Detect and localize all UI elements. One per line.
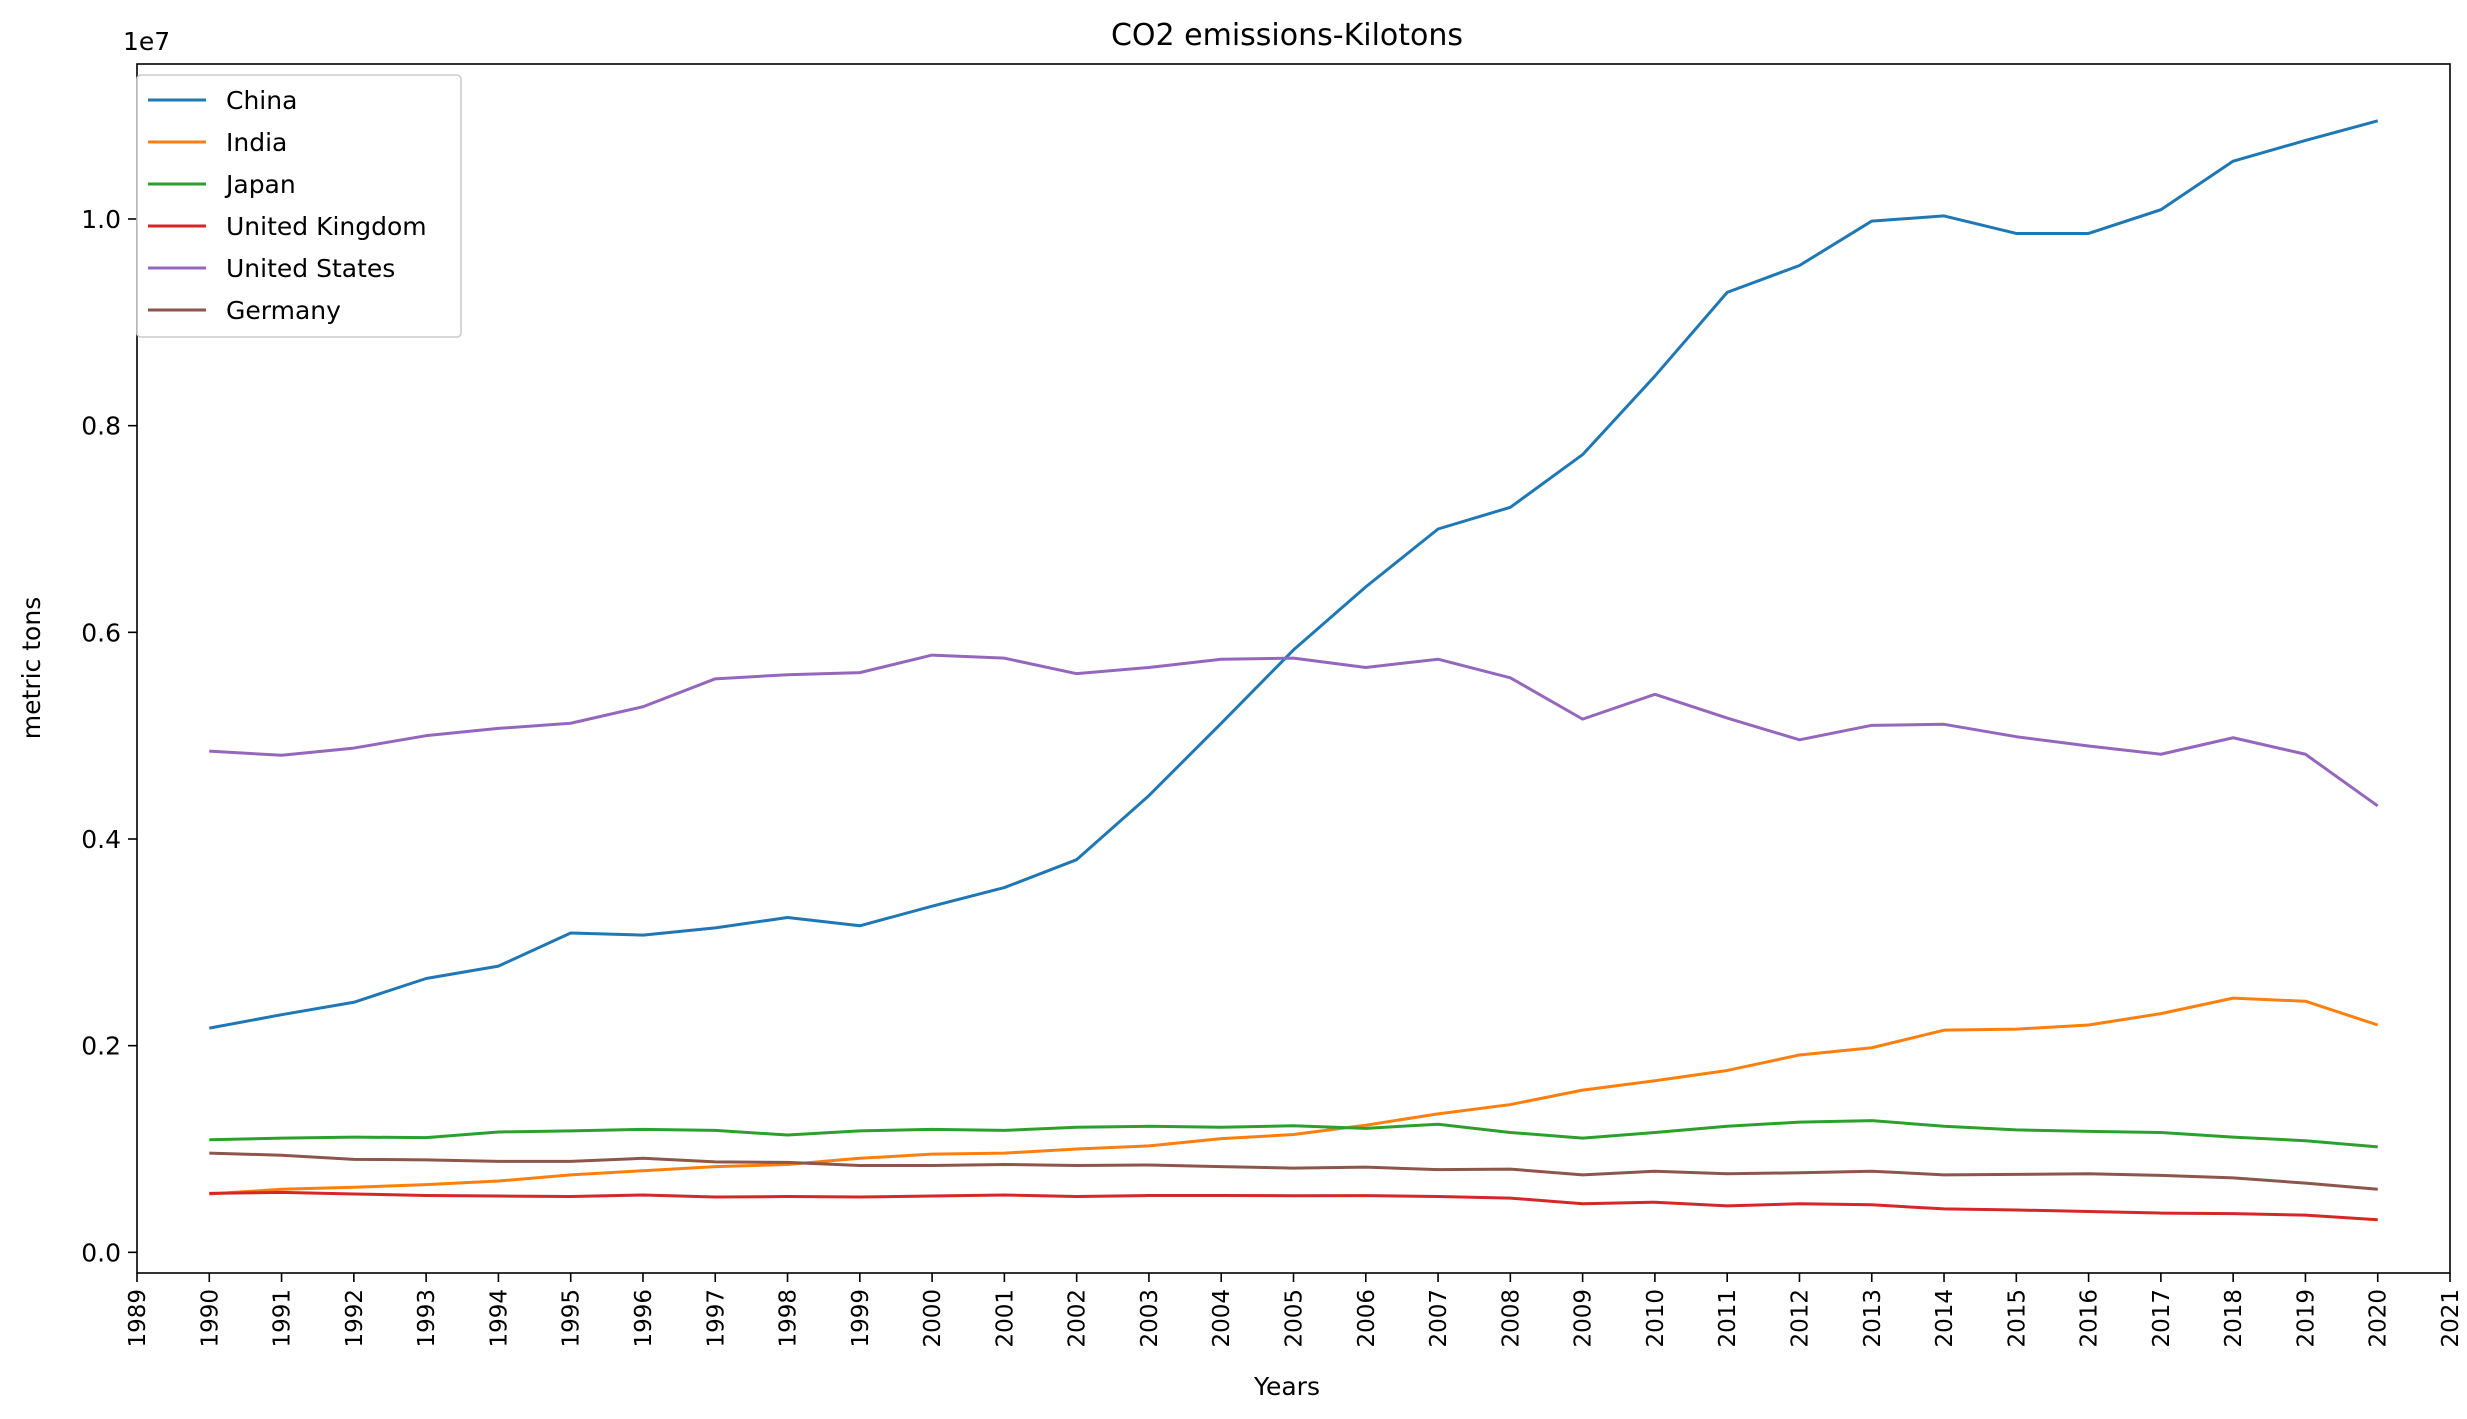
x-tick-label: 2003 — [1137, 1289, 1163, 1348]
y-tick-label: 0.8 — [81, 412, 121, 441]
x-tick-label: 2021 — [2438, 1289, 2464, 1348]
y-tick-label: 0.2 — [81, 1032, 121, 1061]
x-tick-label: 1998 — [776, 1289, 802, 1348]
y-tick-label: 0.0 — [81, 1238, 121, 1267]
legend-label: India — [226, 128, 287, 157]
x-tick-label: 2008 — [1498, 1289, 1524, 1348]
y-tick-label: 1.0 — [81, 205, 121, 234]
series-line-china — [209, 119, 2379, 1030]
x-tick-label: 1994 — [486, 1289, 512, 1348]
y-offset-label: 1e7 — [123, 27, 170, 56]
x-tick-label: 1999 — [848, 1289, 874, 1348]
x-tick-label: 2000 — [920, 1289, 946, 1348]
legend-label: United States — [226, 254, 395, 283]
x-tick-label: 1991 — [270, 1289, 296, 1348]
y-tick-label: 0.6 — [81, 618, 121, 647]
plot-content — [209, 119, 2379, 1222]
x-tick-label: 2018 — [2221, 1289, 2247, 1348]
series-line-united-states — [209, 653, 2379, 808]
series-line-japan — [209, 1119, 2378, 1149]
x-axis: 1989 1990 1991 1992 1993 1994 1995 1996 1997 1998… — [125, 1273, 2464, 1348]
legend-label: China — [226, 86, 297, 115]
y-axis-label: metric tons — [17, 597, 46, 739]
legend-label: United Kingdom — [226, 212, 427, 241]
x-tick-label: 1996 — [631, 1289, 657, 1348]
x-tick-label: 2011 — [1715, 1289, 1741, 1348]
x-tick-label: 1993 — [414, 1289, 440, 1348]
legend: China India Japan United Kingdom United Stat… — [136, 74, 462, 338]
x-tick-label: 1997 — [703, 1289, 729, 1348]
series-line-india — [209, 996, 2379, 1196]
x-tick-label: 2016 — [2077, 1289, 2103, 1348]
legend-label: Japan — [224, 170, 296, 199]
x-tick-label: 2017 — [2149, 1289, 2175, 1348]
series-line-germany — [209, 1151, 2378, 1191]
x-axis-label: Years — [1253, 1372, 1320, 1401]
x-tick-label: 1990 — [197, 1289, 223, 1348]
legend-box — [136, 74, 462, 338]
x-tick-label: 1995 — [559, 1289, 585, 1348]
x-tick-label: 2001 — [992, 1289, 1018, 1348]
x-tick-label: 2010 — [1643, 1289, 1669, 1348]
x-tick-label: 2005 — [1282, 1289, 1308, 1348]
y-tick-label: 0.4 — [81, 825, 121, 854]
x-tick-label: 2004 — [1209, 1289, 1235, 1348]
x-tick-label: 2020 — [2366, 1289, 2392, 1348]
x-tick-label: 2014 — [1932, 1289, 1958, 1348]
chart-title: CO2 emissions-Kilotons — [1111, 18, 1463, 53]
x-tick-label: 2009 — [1571, 1289, 1597, 1348]
x-tick-label: 2013 — [1860, 1289, 1886, 1348]
x-tick-label: 1992 — [342, 1289, 368, 1348]
x-tick-label: 2006 — [1354, 1289, 1380, 1348]
y-axis: 0.0 0.2 0.4 0.6 0.8 1.0 — [81, 205, 137, 1267]
x-tick-label: 2019 — [2293, 1289, 2319, 1348]
x-tick-label: 2012 — [1788, 1289, 1814, 1348]
x-tick-label: 2007 — [1426, 1289, 1452, 1348]
x-tick-label: 1989 — [125, 1289, 151, 1348]
legend-label: Germany — [226, 296, 341, 325]
x-tick-label: 2002 — [1065, 1289, 1091, 1348]
series-line-united-kingdom — [209, 1190, 2378, 1222]
x-tick-label: 2015 — [2004, 1289, 2030, 1348]
